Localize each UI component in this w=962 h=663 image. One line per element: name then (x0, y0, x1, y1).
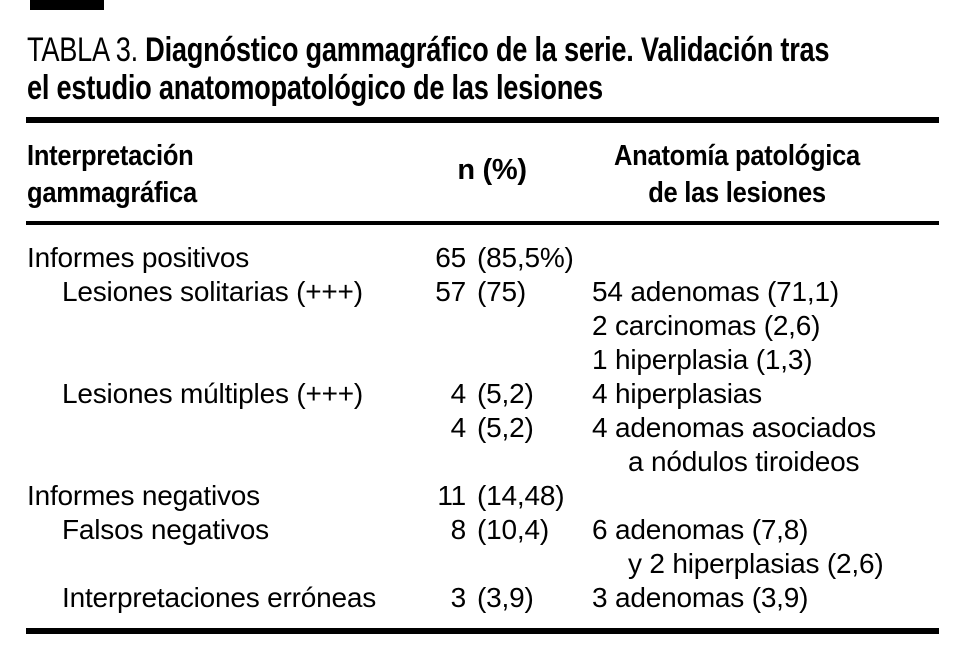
column-header-interpretation: Interpretación gammagráfica (27, 138, 197, 212)
cell-pathology: 4 hiperplasias (592, 378, 762, 409)
cell-pathology: 54 adenomas (71,1) (592, 276, 840, 307)
table-caption: TABLA 3. Diagnóstico gammagráfico de la s… (27, 31, 830, 107)
column-header-interpretation-line1: Interpretación (27, 140, 194, 172)
cell-pathology: 4 adenomas asociados (592, 412, 876, 443)
scan-artifact-mark (30, 0, 104, 10)
cell-n: 57 (435, 276, 466, 307)
cell-pathology: a nódulos tiroideos (628, 446, 860, 477)
cell-n: 11 (437, 480, 466, 511)
cell-pct: (75) (477, 276, 526, 307)
cell-pathology: 3 adenomas (3,9) (592, 582, 809, 613)
cell-pct: (5,2) (477, 412, 534, 443)
table-row: Lesiones solitarias (+++) 57 (75) 54 ade… (0, 275, 962, 309)
column-header-pathology-line2: de las lesiones (648, 177, 826, 209)
table-rule-top (26, 117, 939, 123)
cell-n: 65 (435, 242, 466, 273)
column-header-n-pct: n (%) (457, 154, 527, 186)
table-caption-line1: TABLA 3. Diagnóstico gammagráfico de la s… (27, 31, 830, 69)
cell-pathology: y 2 hiperplasias (2,6) (628, 548, 884, 579)
cell-interpretation: Lesiones múltiples (+++) (62, 378, 364, 409)
cell-pct: (14,48) (477, 480, 565, 511)
table-row: 1 hiperplasia (1,3) (0, 343, 962, 377)
cell-n: 4 (450, 378, 467, 409)
cell-interpretation: Interpretaciones erróneas (62, 582, 377, 613)
table-caption-label: TABLA 3. (27, 31, 138, 69)
cell-pct: (3,9) (477, 582, 534, 613)
column-header-pathology-line1: Anatomía patológica (614, 140, 860, 172)
table-row: Informes negativos 11 (14,48) (0, 479, 962, 513)
table-row: 2 carcinomas (2,6) (0, 309, 962, 343)
cell-n: 8 (450, 514, 467, 545)
table-rule-bottom (26, 628, 939, 634)
cell-interpretation: Falsos negativos (62, 514, 269, 545)
table-row: a nódulos tiroideos (0, 445, 962, 479)
table-rule-header (26, 221, 939, 225)
cell-pathology: 6 adenomas (7,8) (592, 514, 809, 545)
cell-pathology: 1 hiperplasia (1,3) (592, 344, 813, 375)
column-header-interpretation-line2: gammagráfica (27, 177, 197, 209)
cell-n: 3 (450, 582, 467, 613)
cell-pct: (5,2) (477, 378, 534, 409)
table-caption-title-line1: Diagnóstico gammagráfico de la serie. Va… (145, 31, 830, 69)
table-row: y 2 hiperplasias (2,6) (0, 547, 962, 581)
cell-interpretation: Lesiones solitarias (+++) (62, 276, 363, 307)
table-row: Lesiones múltiples (+++) 4 (5,2) 4 hiper… (0, 377, 962, 411)
cell-interpretation: Informes negativos (27, 480, 260, 511)
cell-interpretation: Informes positivos (27, 242, 250, 273)
cell-pathology: 2 carcinomas (2,6) (592, 310, 821, 341)
table-row: Falsos negativos 8 (10,4) 6 adenomas (7,… (0, 513, 962, 547)
table-row: Interpretaciones erróneas 3 (3,9) 3 aden… (0, 581, 962, 615)
table-row: 4 (5,2) 4 adenomas asociados (0, 411, 962, 445)
cell-pct: (10,4) (477, 514, 549, 545)
cell-n: 4 (450, 412, 467, 443)
table-row: Informes positivos 65 (85,5%) (0, 241, 962, 275)
cell-pct: (85,5%) (477, 242, 574, 273)
table-caption-title-line2: el estudio anatomopatológico de las lesi… (27, 69, 603, 107)
table-body: Informes positivos 65 (85,5%) Lesiones s… (0, 241, 962, 615)
column-header-pathology: Anatomía patológica de las lesiones (605, 138, 869, 212)
